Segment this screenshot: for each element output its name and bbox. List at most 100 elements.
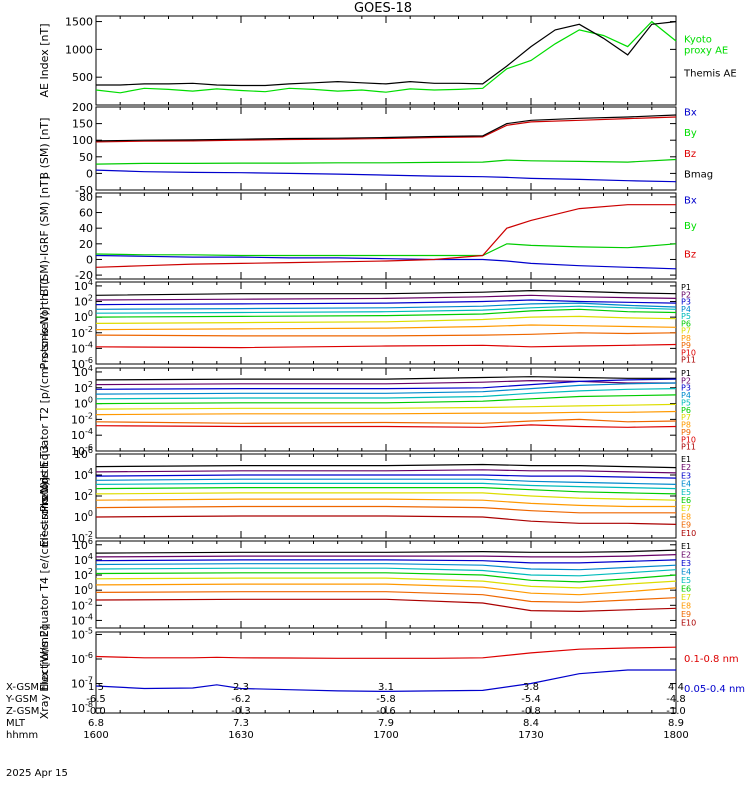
series-line <box>95 324 677 331</box>
figure-title: GOES-18 <box>354 1 412 16</box>
series-line <box>95 343 677 349</box>
y-tick-label: 100 <box>74 509 93 524</box>
channel-label: E2 <box>681 551 691 560</box>
y-tick-label: 102 <box>74 380 93 395</box>
channel-label: E5 <box>681 488 691 497</box>
series-line <box>95 418 677 424</box>
channel-label: E4 <box>681 568 691 577</box>
channel-label: P11 <box>681 443 696 452</box>
series-line <box>95 549 677 554</box>
y-tick-label: 106 <box>74 446 93 461</box>
legend-label: Bz <box>684 250 696 261</box>
y-tick-label: 10-2 <box>71 597 93 612</box>
series-line <box>95 254 677 270</box>
series-line <box>95 378 677 390</box>
series-line <box>95 577 677 589</box>
series-line <box>95 116 677 143</box>
y-tick-label: 200 <box>72 101 93 114</box>
y-tick-label: 10-2 <box>71 325 93 340</box>
y-tick-label: 10-4 <box>71 340 93 355</box>
channel-label: P5 <box>681 398 691 407</box>
channel-label: E9 <box>681 521 691 530</box>
channel-label: P8 <box>681 334 691 343</box>
legend-label: proxy AE <box>684 45 728 56</box>
series-line <box>95 559 677 564</box>
channel-label: E7 <box>681 593 691 602</box>
channel-label: P7 <box>681 413 691 422</box>
channel-label: P2 <box>681 290 691 299</box>
y-axis-label: B (SM)-IGRF (SM) [nT] <box>38 176 51 296</box>
channel-label: P10 <box>681 348 696 357</box>
orbit-value: 3.1 <box>378 682 394 693</box>
channel-label: P3 <box>681 298 691 307</box>
series-line <box>95 487 677 495</box>
channel-label: P9 <box>681 428 691 437</box>
orbit-row-label: Y-GSM <box>5 694 38 705</box>
channel-label: E1 <box>681 455 691 464</box>
legend-label: 0.1-0.8 nm <box>684 654 739 665</box>
series-line <box>95 382 677 395</box>
series-line <box>95 243 677 257</box>
series-line <box>95 376 676 381</box>
y-tick-label: 60 <box>79 207 93 220</box>
series-line <box>95 515 677 525</box>
channel-label: P8 <box>681 421 691 430</box>
y-axis-label: Xray flux [W/m2] <box>38 626 51 720</box>
y-tick-label: 10-4 <box>71 427 93 442</box>
channel-label: E4 <box>681 480 691 489</box>
series-line <box>95 332 677 337</box>
y-tick-label: 100 <box>72 134 93 147</box>
orbit-value: 3.8 <box>523 682 539 693</box>
orbit-row-label: hhmm <box>6 730 38 741</box>
date-label: 2025 Apr 15 <box>6 768 68 779</box>
series-line <box>95 505 676 514</box>
channel-label: P1 <box>681 283 691 292</box>
y-tick-label: 100 <box>74 309 93 324</box>
series-line <box>95 294 677 301</box>
panel-3: 80 60 40 20 0 -20 B (SM)-IGRF (SM) [nT] Bx By Bz <box>38 176 697 296</box>
orbit-value: 4.4 <box>668 682 684 693</box>
series-line <box>95 315 677 324</box>
orbit-value: 1630 <box>228 730 253 741</box>
channel-label: P4 <box>681 305 691 314</box>
channel-label: E7 <box>681 504 691 513</box>
series-line <box>95 572 677 583</box>
orbit-value: -0.8 <box>521 706 541 717</box>
orbit-value: -5.4 <box>521 694 541 705</box>
channel-label: E9 <box>681 610 691 619</box>
y-tick-label: 0 <box>86 253 93 266</box>
orbit-value: 6.8 <box>88 718 104 729</box>
channel-label: E2 <box>681 463 691 472</box>
series-line <box>95 567 677 577</box>
series-line <box>95 583 677 596</box>
series-line <box>95 463 677 469</box>
y-tick-label: -50 <box>75 184 93 197</box>
channel-label: E5 <box>681 576 691 585</box>
legend-label: Themis AE <box>683 69 737 80</box>
y-axis-label: Protons North T1 <box>38 277 51 370</box>
legend-label: Bx <box>684 107 697 118</box>
orbit-value: 1.5 <box>88 682 104 693</box>
channel-label: P1 <box>681 369 691 378</box>
legend-label: Bz <box>684 149 696 160</box>
y-tick-label: 10-6 <box>71 651 93 666</box>
y-tick-label: 20 <box>79 238 93 251</box>
series-line <box>95 20 677 94</box>
y-axis-label: B (SM) [nT] <box>38 118 51 180</box>
y-tick-label: 10-2 <box>71 411 93 426</box>
panel-frame <box>95 367 677 452</box>
orbit-value: -0.3 <box>231 706 251 717</box>
series-line <box>95 308 677 318</box>
series-line <box>95 289 677 296</box>
orbit-value: 7.9 <box>378 718 394 729</box>
y-tick-label: -20 <box>75 269 93 282</box>
y-tick-label: 500 <box>72 71 93 84</box>
orbit-value: -0.0 <box>86 706 106 717</box>
channel-label: E10 <box>681 619 696 628</box>
series-line <box>96 21 677 87</box>
y-tick-label: 106 <box>74 537 93 552</box>
orbit-value: 1800 <box>663 730 688 741</box>
